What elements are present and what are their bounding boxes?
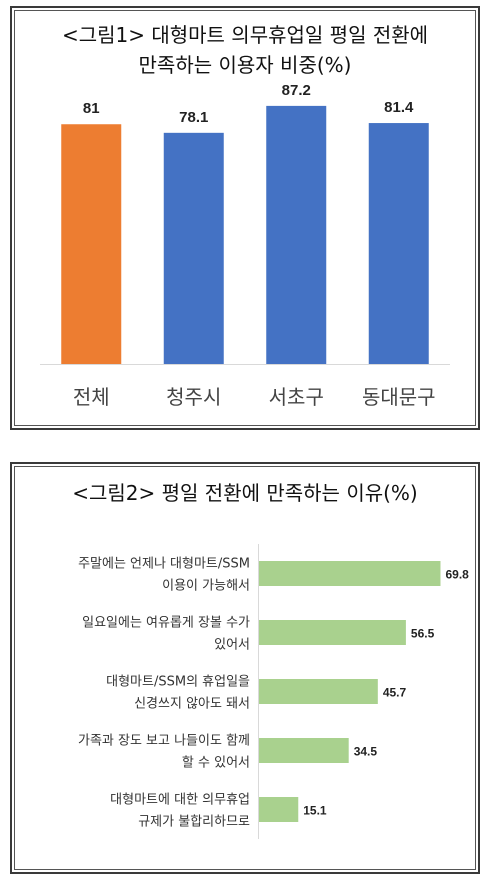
category-label: 대형마트에 대한 의무휴업: [110, 793, 250, 808]
chart-title-line-2: 만족하는 이용자 비중(%): [138, 53, 352, 77]
bar: [61, 124, 122, 365]
category-label: 동대문구: [362, 385, 436, 409]
category-label: 이용이 가능해서: [162, 579, 250, 594]
chart-panel-satisfaction-share: <그림1> 대형마트 의무휴업일 평일 전환에 만족하는 이용자 비중(%) 8…: [10, 6, 480, 430]
chart-title: <그림1> 대형마트 의무휴업일 평일 전환에 만족하는 이용자 비중(%): [12, 20, 478, 80]
chart-panel-satisfaction-reasons: <그림2> 평일 전환에 만족하는 이유(%) 69.8 주말에는 언제나 대형마…: [10, 462, 480, 874]
category-label: 있어서: [214, 638, 250, 653]
category-label: 가족과 장도 보고 나들이도 함께: [78, 734, 250, 749]
data-label: 45.7: [383, 686, 407, 700]
data-label: 87.2: [282, 82, 311, 99]
data-label: 69.8: [445, 568, 469, 582]
bar: [259, 679, 378, 704]
category-label: 청주시: [166, 385, 221, 409]
bar-chart: 81 전체 78.1 청주시 87.2 서초구 81.4 동대문구: [40, 82, 450, 409]
data-label: 15.1: [303, 804, 327, 818]
category-label: 서초구: [269, 385, 324, 409]
category-label: 전체: [73, 385, 110, 409]
bar: [266, 105, 327, 364]
bar: [259, 738, 349, 763]
chart-title: <그림2> 평일 전환에 만족하는 이유(%): [72, 481, 418, 505]
data-label: 34.5: [354, 745, 378, 759]
category-label: 일요일에는 여유롭게 장볼 수가: [82, 616, 250, 631]
bar: [259, 797, 299, 822]
data-label: 81: [83, 100, 100, 117]
category-label: 할 수 있어서: [182, 756, 250, 771]
category-label: 규제가 불합리하므로: [138, 815, 250, 830]
category-label: 주말에는 언제나 대형마트/SSM: [78, 557, 250, 572]
bar: [163, 132, 224, 364]
bar: [259, 620, 406, 645]
bar: [368, 123, 429, 364]
category-label: 대형마트/SSM의 휴업일을: [106, 675, 250, 690]
data-label: 81.4: [384, 99, 414, 116]
data-label: 56.5: [411, 627, 435, 641]
horizontal-bar-chart: 69.8 주말에는 언제나 대형마트/SSM 이용이 가능해서 56.5 일요일에는 여…: [78, 544, 469, 839]
data-label: 78.1: [179, 109, 208, 126]
bar: [259, 561, 441, 586]
chart-title-line-1: <그림1> 대형마트 의무휴업일 평일 전환에: [61, 23, 429, 47]
category-label: 신경쓰지 않아도 돼서: [134, 697, 250, 712]
